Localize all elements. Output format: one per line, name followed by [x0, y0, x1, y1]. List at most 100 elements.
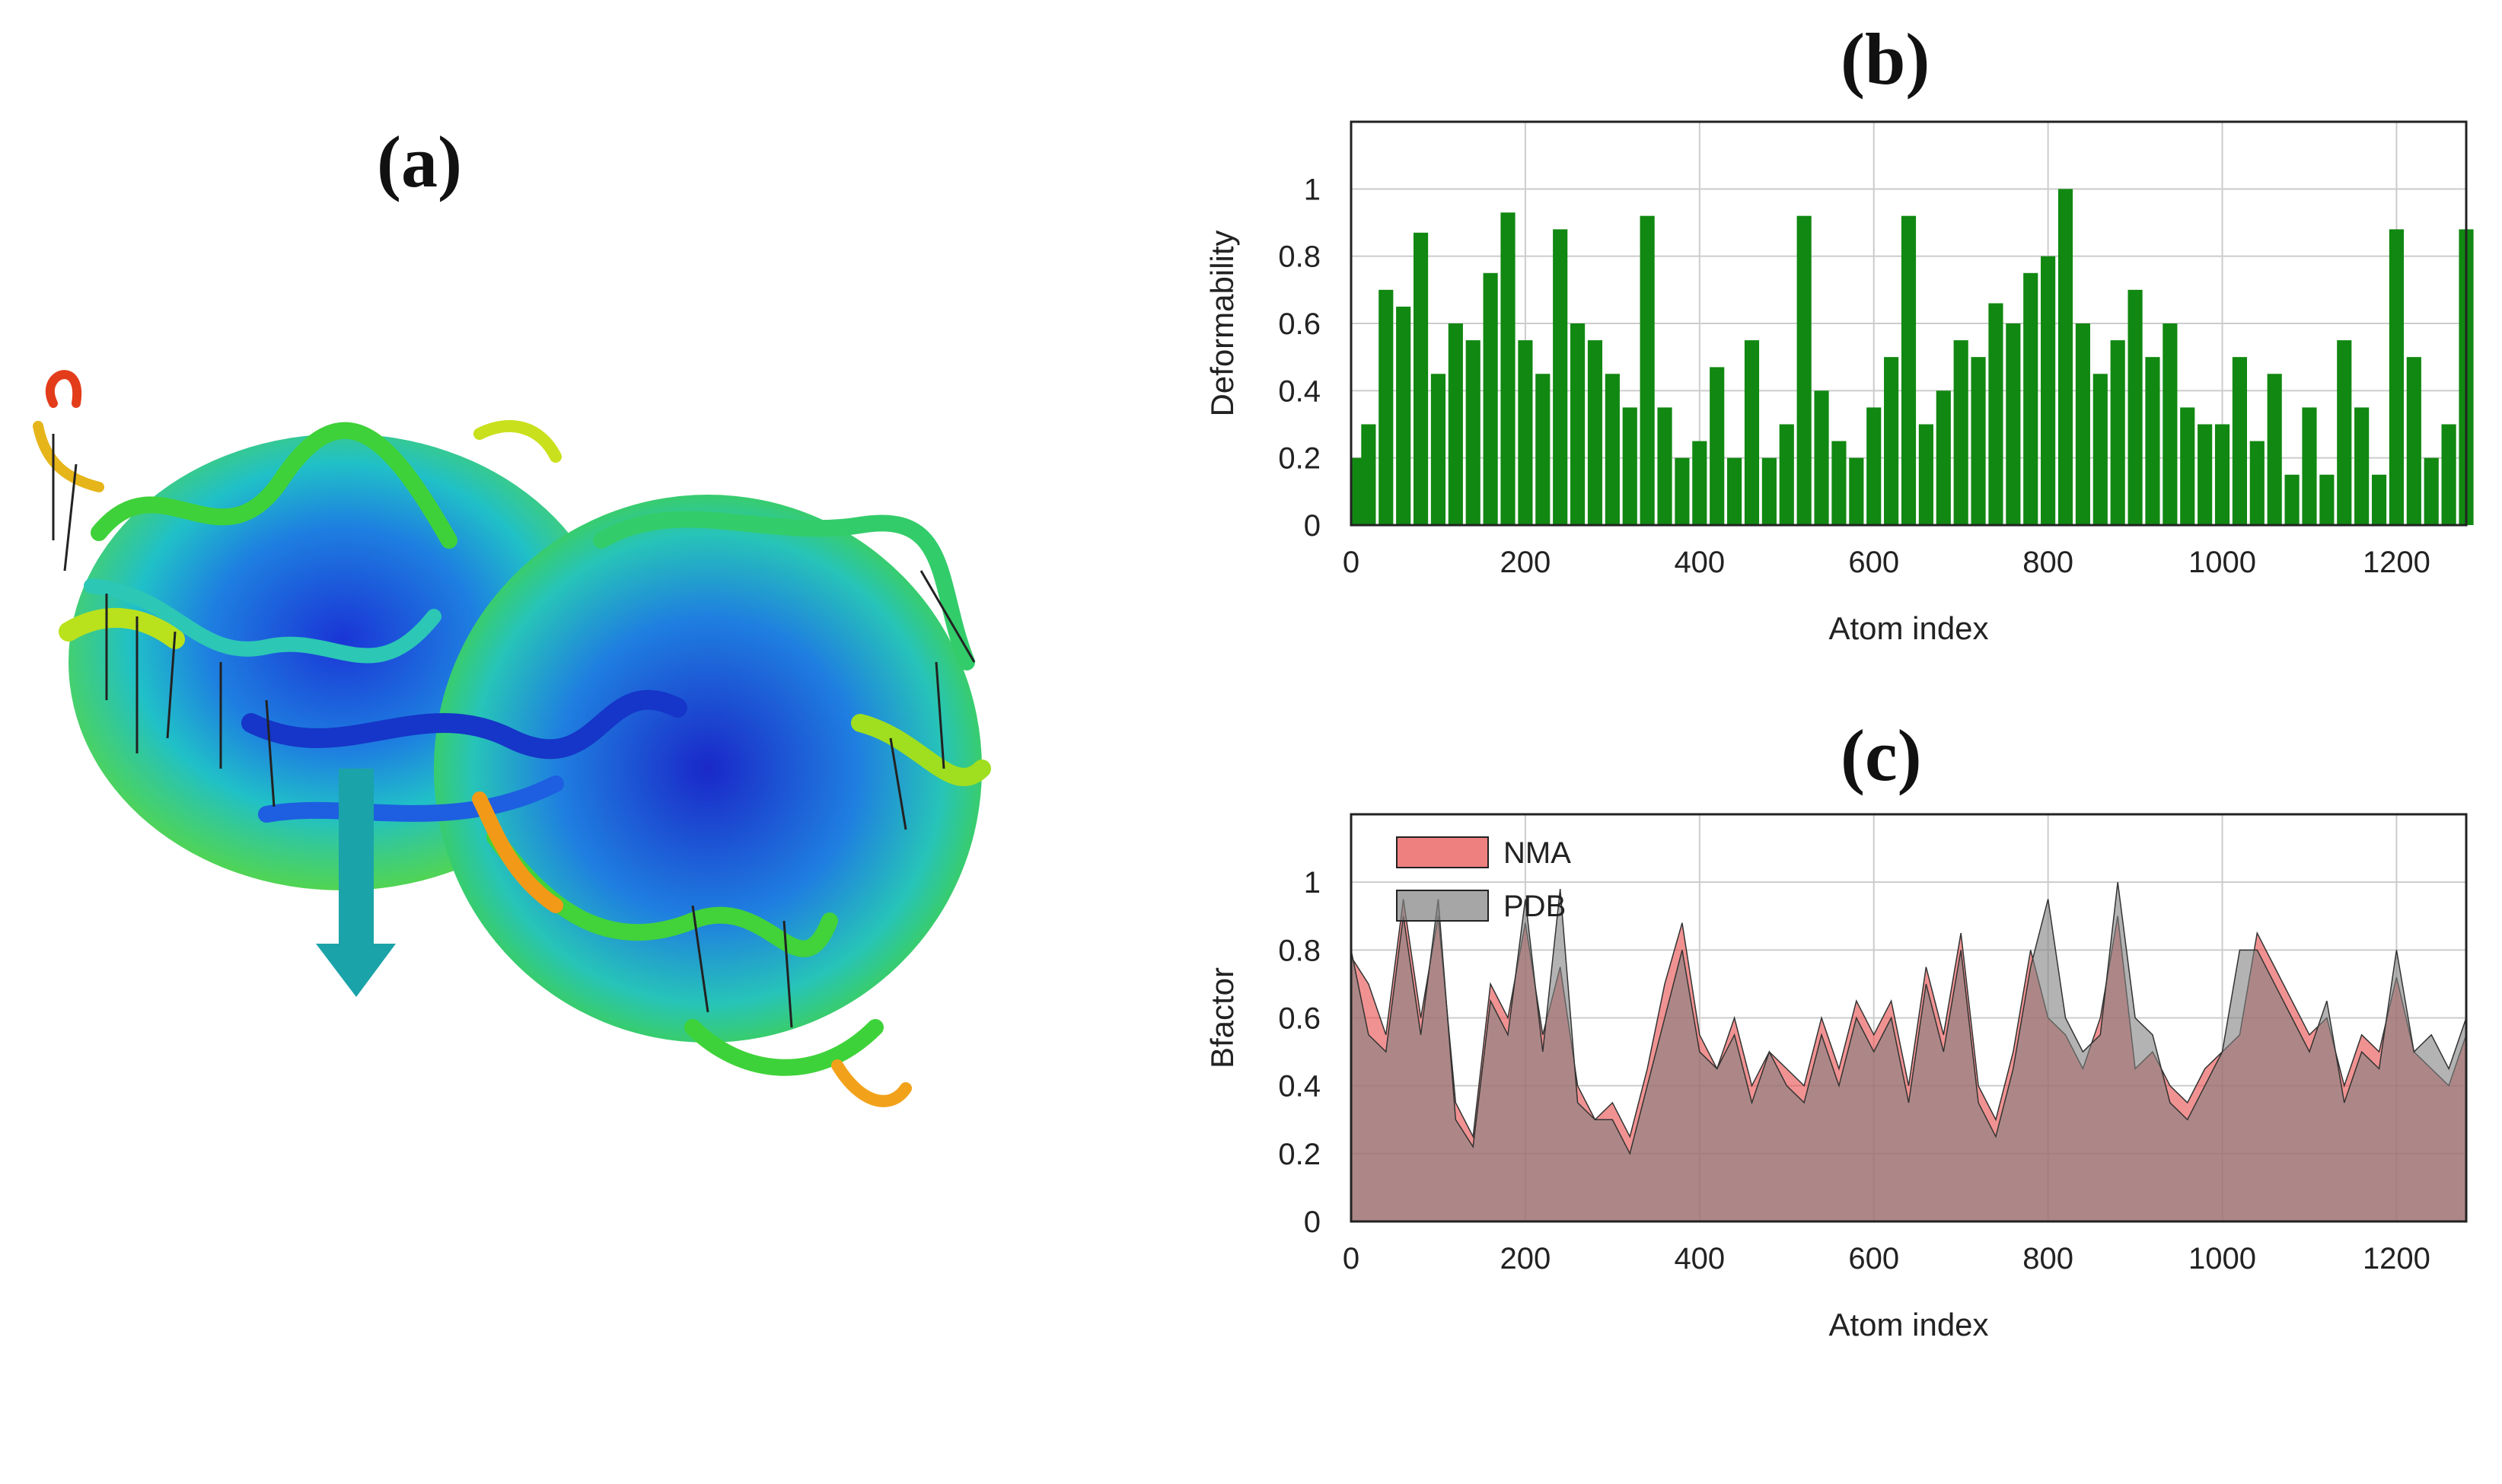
x-tick-label: 200 — [1500, 546, 1551, 579]
deformability-bar — [1971, 357, 1986, 525]
x-tick-label: 600 — [1848, 546, 1899, 579]
displacement-vectors — [52, 434, 976, 1028]
y-axis-title: Bfactor — [1204, 967, 1240, 1068]
x-tick-label: 400 — [1674, 546, 1725, 579]
x-tick-label: 1200 — [2363, 546, 2430, 579]
deformability-bar — [1849, 457, 1864, 525]
x-tick-label: 600 — [1848, 1242, 1899, 1275]
x-tick-label: 0 — [1343, 1242, 1359, 1275]
y-axis-title: Deformability — [1204, 230, 1240, 416]
plot-border — [1350, 120, 2468, 527]
deformability-bar — [1518, 340, 1533, 525]
panel-label-c: (c) — [1841, 715, 1922, 796]
deformability-bar — [1884, 357, 1899, 525]
deformability-bar — [2284, 474, 2300, 525]
deformability-bar — [1570, 323, 1586, 525]
x-tick-label: 1000 — [2188, 1242, 2256, 1275]
deformability-bar — [2006, 323, 2021, 525]
deformability-bar — [2092, 374, 2108, 525]
deformability-bar — [1918, 424, 1933, 525]
deformability-bar — [2406, 357, 2421, 525]
x-axis-title: Atom index — [1828, 610, 1988, 646]
bfactor-chart: 0 200 400 600 800 1000 1200 0 0.2 0.4 0.6 0.8 1 Atom … — [1204, 813, 2468, 1342]
panel-label-b: (b) — [1841, 18, 1930, 100]
y-tick-label: 0.6 — [1278, 1002, 1321, 1036]
y-tick-label: 0 — [1304, 1205, 1321, 1239]
deformability-bar — [1483, 272, 1498, 525]
deformability-bar — [1779, 424, 1794, 525]
deformability-bar — [1587, 340, 1603, 525]
deformability-bar — [1430, 374, 1446, 525]
deformability-bar — [1413, 232, 1429, 525]
deformability-bar — [1622, 407, 1637, 525]
legend-label: NMA — [1503, 836, 1571, 870]
x-tick-label: 0 — [1343, 546, 1359, 579]
deformability-bar — [2180, 407, 2195, 525]
deformability-bar — [1553, 229, 1568, 525]
y-tick-label: 1 — [1304, 866, 1321, 900]
y-tick-label: 0 — [1304, 509, 1321, 543]
x-tick-label: 800 — [2022, 546, 2073, 579]
x-tick-label: 400 — [1674, 1242, 1725, 1275]
deformability-bar — [1465, 340, 1480, 525]
deformability-bar — [1640, 215, 1655, 525]
deformability-bar — [2441, 424, 2456, 525]
deformability-bar — [1744, 340, 1760, 525]
y-tick-label: 0.8 — [1278, 240, 1321, 274]
deformability-bar — [1953, 340, 1968, 525]
deformability-bar — [1866, 407, 1882, 525]
deformability-bar — [2023, 272, 2038, 525]
deformability-bar — [2110, 340, 2125, 525]
deformability-bar — [1675, 457, 1690, 525]
y-tick-label: 0.6 — [1278, 307, 1321, 341]
legend-swatch — [1396, 836, 1489, 868]
y-tick-label: 0.4 — [1278, 1070, 1321, 1103]
deformability-bar — [1936, 390, 1951, 525]
deformability-bar — [1378, 289, 1394, 525]
deformability-bar — [2075, 323, 2090, 525]
y-tick-label: 0.2 — [1278, 1138, 1321, 1171]
plot-border — [1350, 813, 2468, 1223]
y-tick-label: 1 — [1304, 173, 1321, 206]
deformability-bar — [2057, 189, 2073, 526]
deformability-bar — [2249, 441, 2265, 525]
x-axis-title: Atom index — [1828, 1307, 1988, 1342]
deformability-bar — [1535, 374, 1551, 525]
deformability-bar — [1396, 306, 1411, 525]
deformability-bar — [1692, 441, 1707, 525]
protein-structure-image — [33, 370, 991, 1107]
panel-label-a: (a) — [377, 121, 462, 202]
x-tick-label: 1200 — [2363, 1242, 2430, 1275]
deformability-bar — [2424, 457, 2439, 525]
deformability-chart: 0 200 400 600 800 1000 1200 0 0.2 0.4 0.6 0.8 1 Atom … — [1204, 120, 2474, 646]
deformability-bar — [1500, 212, 1516, 525]
deformability-bar — [2232, 357, 2248, 525]
deformability-bar — [2267, 374, 2282, 525]
legend-swatch — [1396, 890, 1489, 922]
deformability-bar — [2041, 256, 2056, 525]
deformability-bar — [2145, 357, 2160, 525]
deformability-bar — [1831, 441, 1847, 525]
motion-arrow-icon — [316, 769, 396, 997]
x-tick-label: 1000 — [2188, 546, 2256, 579]
deformability-bar — [1657, 407, 1672, 525]
deformability-bar — [1361, 424, 1376, 525]
deformability-bar — [2302, 407, 2317, 525]
deformability-bar — [1727, 457, 1742, 525]
deformability-bar — [2337, 340, 2352, 525]
y-tick-label: 0.8 — [1278, 934, 1321, 967]
deformability-bar — [2214, 424, 2230, 525]
deformability-bar — [1796, 215, 1812, 525]
deformability-bar — [2319, 474, 2335, 525]
deformability-bar — [1710, 367, 1725, 525]
deformability-bar — [2163, 323, 2178, 525]
deformability-bar — [2354, 407, 2370, 525]
deformability-bar — [1605, 374, 1620, 525]
legend-label: PDB — [1503, 890, 1566, 923]
deformability-bar — [1761, 457, 1777, 525]
deformability-bar — [2389, 229, 2405, 525]
deformability-bar — [1814, 390, 1829, 525]
ribbon-strands — [33, 370, 991, 1107]
series-area-pdb — [1350, 882, 2467, 1222]
x-tick-label: 800 — [2022, 1242, 2073, 1275]
